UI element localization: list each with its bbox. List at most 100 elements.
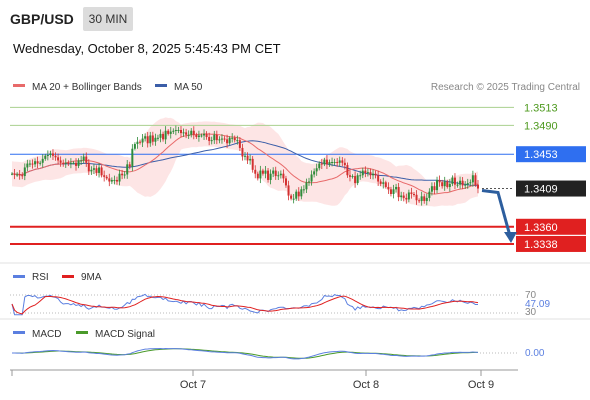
candle <box>123 171 126 179</box>
candle <box>264 165 267 179</box>
candle <box>44 153 47 161</box>
candle <box>210 136 213 145</box>
pivot-label-box <box>516 146 586 163</box>
candle <box>433 182 436 195</box>
candle <box>54 152 57 161</box>
resistance-label: 1.3490 <box>524 120 558 132</box>
candle <box>279 170 282 179</box>
support-label: 1.3360 <box>524 222 558 234</box>
candle <box>443 176 446 191</box>
candle <box>203 129 206 141</box>
candle <box>174 125 177 136</box>
candle <box>156 134 159 141</box>
candle <box>461 177 464 190</box>
macd-signal-legend-swatch <box>76 331 88 334</box>
candle <box>310 170 313 186</box>
bollinger-band <box>12 117 478 207</box>
candle <box>80 155 83 165</box>
candle <box>51 149 54 161</box>
candle <box>57 153 60 165</box>
candle <box>128 161 131 170</box>
candle <box>172 128 175 135</box>
candle <box>31 159 34 169</box>
x-tick-label: Oct 8 <box>353 379 379 391</box>
candle <box>87 159 90 176</box>
candle <box>64 158 67 168</box>
candle <box>90 166 93 175</box>
candle <box>195 132 198 139</box>
candle <box>448 179 451 192</box>
candle <box>41 154 44 168</box>
candle <box>159 129 162 143</box>
candle <box>290 193 293 201</box>
candle <box>315 163 318 176</box>
level-labels: 1.3513 1.3490 1.3453 1.3409 1.3360 1.3338 <box>516 102 586 252</box>
candle <box>267 167 270 183</box>
candle <box>343 158 346 170</box>
candle <box>169 126 172 139</box>
candle <box>428 188 431 202</box>
candle <box>372 169 375 180</box>
last-price-label: 1.3409 <box>524 184 558 196</box>
rsi-ma-legend-label: 9MA <box>81 272 102 283</box>
bollinger-band-area <box>12 117 478 207</box>
candle <box>382 177 385 189</box>
candle <box>215 130 218 145</box>
ma20-legend-label: MA 20 + Bollinger Bands <box>32 82 142 93</box>
candle <box>389 186 392 197</box>
candle <box>251 156 254 173</box>
credit-text: Research © 2025 Trading Central <box>431 82 580 93</box>
candle <box>62 159 65 167</box>
rsi-ma-legend-swatch <box>62 275 74 278</box>
macd-signal-legend-label: MACD Signal <box>95 329 155 340</box>
candle <box>477 179 479 194</box>
candle <box>36 156 39 169</box>
macd-legend-label: MACD <box>32 329 61 340</box>
timeframe-badge[interactable]: 30 MIN <box>83 7 133 31</box>
candle <box>238 137 241 152</box>
candle <box>192 126 195 140</box>
candle <box>259 165 262 184</box>
candle <box>269 169 272 185</box>
candle <box>328 159 331 167</box>
candle <box>115 176 118 185</box>
candle <box>405 193 408 204</box>
candle <box>151 131 154 146</box>
candle <box>233 135 236 143</box>
candle <box>118 169 121 186</box>
timestamp: Wednesday, October 8, 2025 5:45:43 PM CE… <box>13 41 281 56</box>
candle <box>85 152 88 167</box>
candle <box>187 130 190 139</box>
candle <box>179 125 182 138</box>
candle <box>441 179 444 189</box>
x-axis-ticks: Oct 7 Oct 8 Oct 9 <box>11 370 494 391</box>
candle <box>364 166 367 178</box>
candle <box>302 185 305 194</box>
candle <box>379 179 382 187</box>
candle <box>438 175 441 187</box>
candle <box>105 175 108 181</box>
candle <box>223 136 226 142</box>
candle <box>305 178 308 193</box>
candle <box>11 172 13 176</box>
candle <box>254 165 257 179</box>
candle <box>277 171 280 180</box>
candle <box>359 170 362 180</box>
key-levels <box>10 106 514 245</box>
candle <box>395 183 398 193</box>
candle <box>23 163 26 181</box>
candle <box>287 180 290 201</box>
candle <box>331 157 334 167</box>
candle <box>226 134 229 148</box>
candle <box>436 176 439 194</box>
candle <box>282 169 285 183</box>
candle <box>474 173 477 187</box>
ma20-line <box>11 133 479 195</box>
candle <box>26 159 29 172</box>
candle <box>272 167 275 178</box>
candle <box>446 179 449 189</box>
ma50-legend-label: MA 50 <box>174 82 203 93</box>
candle <box>113 175 116 185</box>
candle <box>39 160 42 166</box>
